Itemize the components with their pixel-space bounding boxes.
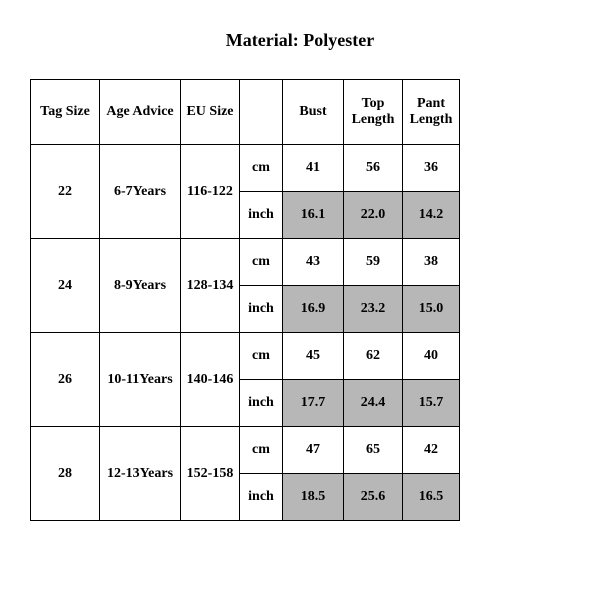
table-row: 28 12-13Years 152-158 cm 47 65 42 <box>31 427 460 474</box>
cell-unit-cm: cm <box>240 145 283 192</box>
cell-top-inch: 24.4 <box>344 380 403 427</box>
cell-tag-size: 22 <box>31 145 100 239</box>
cell-eu-size: 152-158 <box>181 427 240 521</box>
col-tag-size: Tag Size <box>31 80 100 145</box>
cell-bust-cm: 41 <box>283 145 344 192</box>
table-row: 24 8-9Years 128-134 cm 43 59 38 <box>31 239 460 286</box>
page: Material: Polyester Tag Size Age Advice … <box>0 0 600 600</box>
cell-top-cm: 56 <box>344 145 403 192</box>
cell-pant-inch: 14.2 <box>403 192 460 239</box>
col-age-advice: Age Advice <box>100 80 181 145</box>
cell-pant-cm: 40 <box>403 333 460 380</box>
table-row: 22 6-7Years 116-122 cm 41 56 36 <box>31 145 460 192</box>
col-unit <box>240 80 283 145</box>
col-pant-length: Pant Length <box>403 80 460 145</box>
cell-top-inch: 22.0 <box>344 192 403 239</box>
cell-eu-size: 140-146 <box>181 333 240 427</box>
cell-pant-cm: 36 <box>403 145 460 192</box>
col-top-length: Top Length <box>344 80 403 145</box>
cell-unit-cm: cm <box>240 427 283 474</box>
cell-pant-inch: 16.5 <box>403 474 460 521</box>
cell-pant-inch: 15.0 <box>403 286 460 333</box>
cell-tag-size: 26 <box>31 333 100 427</box>
cell-pant-cm: 42 <box>403 427 460 474</box>
cell-age-advice: 6-7Years <box>100 145 181 239</box>
cell-eu-size: 116-122 <box>181 145 240 239</box>
cell-top-inch: 23.2 <box>344 286 403 333</box>
table-row: 26 10-11Years 140-146 cm 45 62 40 <box>31 333 460 380</box>
cell-age-advice: 10-11Years <box>100 333 181 427</box>
cell-unit-inch: inch <box>240 192 283 239</box>
cell-bust-cm: 47 <box>283 427 344 474</box>
cell-unit-cm: cm <box>240 333 283 380</box>
cell-age-advice: 12-13Years <box>100 427 181 521</box>
cell-bust-inch: 16.1 <box>283 192 344 239</box>
col-bust: Bust <box>283 80 344 145</box>
cell-top-inch: 25.6 <box>344 474 403 521</box>
page-title: Material: Polyester <box>0 30 600 51</box>
cell-age-advice: 8-9Years <box>100 239 181 333</box>
cell-tag-size: 24 <box>31 239 100 333</box>
cell-bust-inch: 17.7 <box>283 380 344 427</box>
cell-eu-size: 128-134 <box>181 239 240 333</box>
cell-unit-inch: inch <box>240 474 283 521</box>
cell-pant-cm: 38 <box>403 239 460 286</box>
size-table: Tag Size Age Advice EU Size Bust Top Len… <box>30 79 460 521</box>
cell-top-cm: 62 <box>344 333 403 380</box>
cell-tag-size: 28 <box>31 427 100 521</box>
cell-bust-cm: 45 <box>283 333 344 380</box>
cell-bust-inch: 18.5 <box>283 474 344 521</box>
cell-bust-inch: 16.9 <box>283 286 344 333</box>
cell-unit-inch: inch <box>240 286 283 333</box>
col-eu-size: EU Size <box>181 80 240 145</box>
cell-unit-cm: cm <box>240 239 283 286</box>
cell-top-cm: 65 <box>344 427 403 474</box>
cell-top-cm: 59 <box>344 239 403 286</box>
cell-bust-cm: 43 <box>283 239 344 286</box>
cell-unit-inch: inch <box>240 380 283 427</box>
cell-pant-inch: 15.7 <box>403 380 460 427</box>
table-header-row: Tag Size Age Advice EU Size Bust Top Len… <box>31 80 460 145</box>
